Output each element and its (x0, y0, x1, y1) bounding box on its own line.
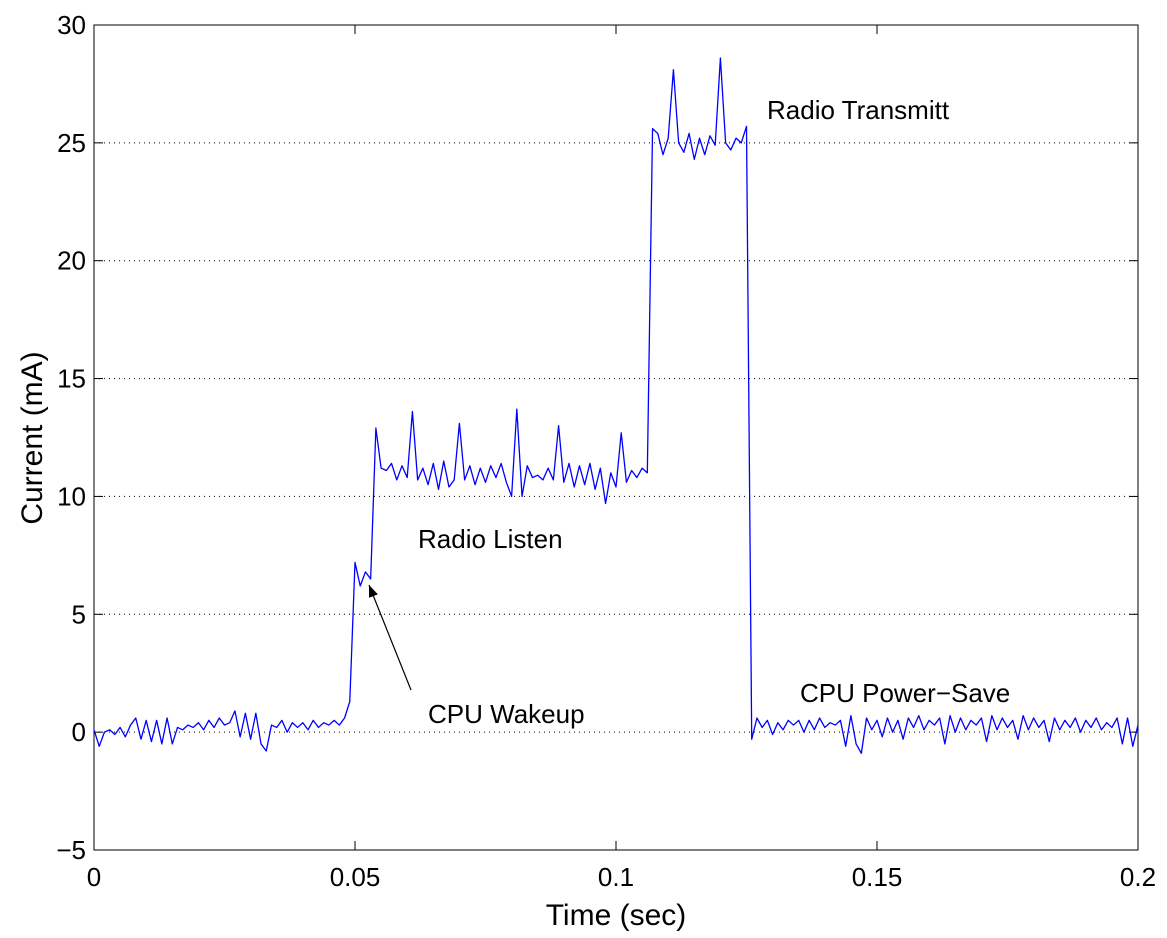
x-tick-label: 0.2 (1120, 862, 1156, 892)
x-tick-label: 0.15 (852, 862, 903, 892)
data-line (93, 57, 1139, 755)
y-tick-label: 0 (72, 717, 86, 747)
annotation: CPU Power−Save (800, 678, 1010, 708)
x-tick-label: 0.05 (330, 862, 381, 892)
x-tick-label: 0 (87, 862, 101, 892)
annotation: Radio Transmitt (767, 95, 950, 125)
annotation: CPU Wakeup (428, 699, 585, 729)
annotation: Radio Listen (418, 524, 563, 554)
y-tick-label: 10 (57, 481, 86, 511)
y-tick-label: 20 (57, 246, 86, 276)
y-tick-label: 25 (57, 128, 86, 158)
y-axis-label: Current (mA) (16, 351, 49, 524)
x-tick-label: 0.1 (598, 862, 634, 892)
annotation-arrow (368, 584, 412, 691)
y-tick-label: 30 (57, 10, 86, 40)
x-axis-label: Time (sec) (546, 899, 687, 932)
y-tick-label: 5 (72, 599, 86, 629)
plot-frame (93, 24, 1139, 851)
y-tick-label: 15 (57, 364, 86, 394)
y-tick-label: −5 (56, 835, 86, 865)
